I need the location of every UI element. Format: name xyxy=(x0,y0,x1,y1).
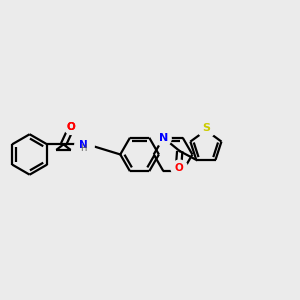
Text: N: N xyxy=(79,140,88,150)
Text: O: O xyxy=(67,122,76,133)
Text: S: S xyxy=(202,123,210,133)
Text: H: H xyxy=(80,144,87,153)
Text: N: N xyxy=(159,133,168,143)
Text: O: O xyxy=(67,122,76,133)
Text: O: O xyxy=(174,163,183,173)
